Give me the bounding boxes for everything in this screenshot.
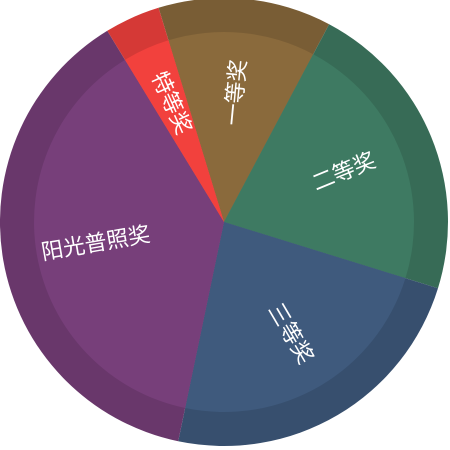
slice-1-inner: [168, 31, 314, 223]
slice-2-inner: [224, 54, 414, 279]
slice-5-inner: [125, 40, 224, 222]
slice-3-inner: [185, 222, 406, 412]
slice-4-inner: [34, 59, 224, 408]
